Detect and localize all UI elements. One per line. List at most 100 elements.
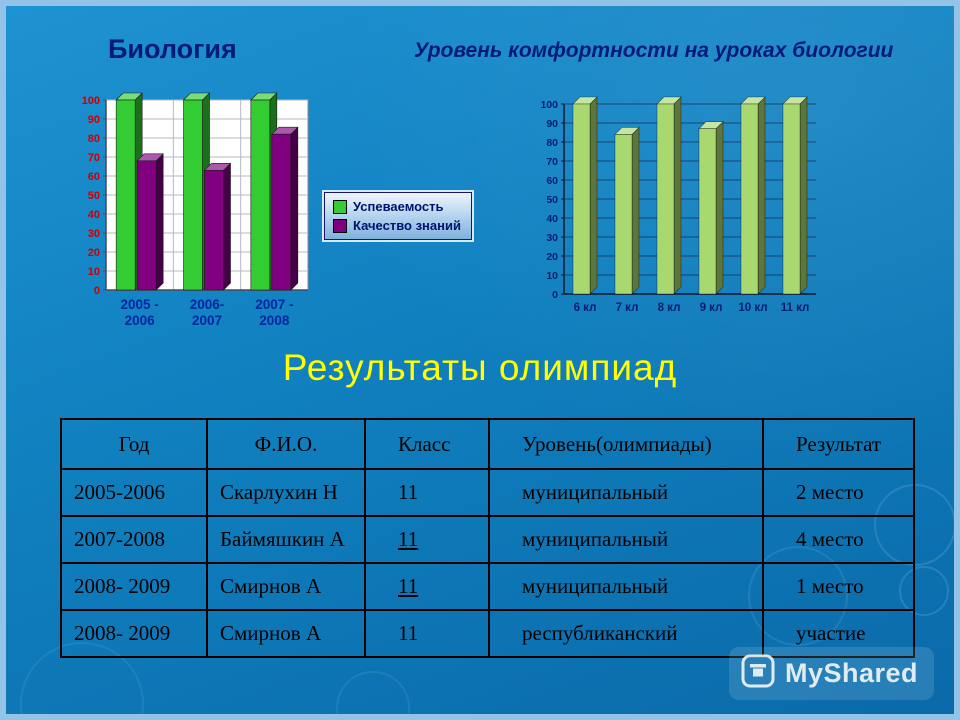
x-category-label: 6 кл (574, 302, 597, 314)
table-cell: 2008- 2009 (60, 562, 208, 611)
bar (115, 99, 136, 291)
table-header-cell: Год (60, 418, 208, 470)
table-head: Год Ф.И.О. Класс Уровень(олимпиады) Результа… (60, 418, 915, 470)
table-cell: Смирнов А (206, 562, 366, 611)
x-category-label: 2008 (259, 313, 290, 328)
x-category-label: 2007 - (255, 297, 293, 312)
x-category-label: 2006- (190, 297, 225, 312)
slide-subtitle: Уровень комфортности на уроках биологии (414, 39, 894, 62)
table-row: 2008- 2009 Смирнов А 11 муниципальный 1 мест… (60, 562, 915, 611)
y-tick-label: 60 (88, 171, 100, 183)
x-category-label: 2007 (192, 313, 222, 328)
bar (250, 99, 271, 291)
legend-item-performance: Успеваемость (333, 199, 463, 214)
table-body: 2005-2006 Скарлухин Н 11 муниципальный 2 мес… (60, 468, 915, 658)
bar-side (673, 96, 682, 295)
bar (572, 103, 591, 295)
legend-item-quality: Качество знаний (333, 218, 463, 233)
table-header-row: Год Ф.И.О. Класс Уровень(олимпиады) Результа… (60, 418, 915, 470)
myshared-logo-text: MyShared (784, 658, 918, 688)
table-cell: муниципальный (488, 515, 764, 564)
bar-side (589, 96, 598, 295)
y-tick-label: 30 (88, 228, 100, 240)
bar-side (631, 126, 640, 295)
bar (183, 99, 203, 291)
legend-swatch-purple (333, 218, 347, 233)
bar-side (715, 120, 724, 295)
myshared-logo-icon (741, 654, 775, 693)
table-cell: 11 (364, 562, 490, 611)
table-header-cell: Уровень(олимпиады) (488, 418, 764, 470)
y-tick-label: 80 (546, 137, 558, 149)
x-category-label: 10 кл (738, 302, 767, 314)
x-category-label: 2006 (125, 313, 156, 328)
table-cell: 11 (364, 515, 490, 564)
y-tick-label: 100 (540, 99, 558, 111)
x-category-label: 8 кл (658, 302, 681, 314)
y-tick-label: 50 (88, 190, 100, 202)
chart-legend: Успеваемость Качество знаний (322, 190, 474, 242)
legend-label-quality: Качество знаний (353, 218, 461, 233)
y-tick-label: 70 (88, 152, 100, 164)
table-row: 2008- 2009 Смирнов А 11 республиканский учас… (60, 609, 915, 658)
bar (782, 103, 801, 295)
table-header-cell: Класс (364, 418, 490, 470)
y-tick-label: 90 (88, 114, 100, 126)
bar-side (223, 162, 231, 291)
y-tick-label: 70 (546, 156, 558, 168)
bar (204, 170, 224, 291)
y-tick-label: 30 (546, 232, 558, 244)
y-tick-label: 10 (546, 270, 558, 282)
table-cell: 2005-2006 (60, 468, 208, 517)
y-tick-label: 40 (546, 213, 558, 225)
table-cell: 11 (364, 609, 490, 658)
table-header-cell: Результат (762, 418, 915, 470)
table-cell: 1 место (762, 562, 915, 611)
legend-swatch-green (333, 199, 347, 214)
y-tick-label: 0 (94, 285, 100, 297)
bar-side (757, 96, 766, 295)
bar (614, 134, 633, 295)
table-cell: 11 (364, 468, 490, 517)
bar-side (799, 96, 808, 295)
table-row: 2007-2008 Баймяшкин А 11 муниципальный 4 мес… (60, 515, 915, 564)
y-tick-label: 100 (82, 95, 100, 107)
table-cell: 2 место (762, 468, 915, 517)
table-cell: Смирнов А (206, 609, 366, 658)
bar-side (155, 153, 164, 291)
bar (698, 128, 717, 295)
y-tick-label: 60 (546, 175, 558, 187)
decorative-circle (336, 671, 410, 714)
bar (271, 133, 292, 291)
section-title: Результаты олимпиад (282, 347, 678, 388)
y-tick-label: 20 (546, 251, 558, 263)
slide-title: Биология (108, 34, 237, 64)
table-cell: 4 место (762, 515, 915, 564)
y-tick-label: 0 (552, 289, 558, 301)
table-cell: муниципальный (488, 468, 764, 517)
table-cell: участие (762, 609, 915, 658)
y-tick-label: 80 (88, 133, 100, 145)
table-cell: республиканский (488, 609, 764, 658)
bar (656, 103, 675, 295)
table-header-cell: Ф.И.О. (206, 418, 366, 470)
bar-side (290, 126, 299, 291)
x-category-label: 2005 - (121, 297, 159, 312)
y-tick-label: 40 (88, 209, 100, 221)
table-row: 2005-2006 Скарлухин Н 11 муниципальный 2 мес… (60, 468, 915, 517)
myshared-watermark: MyShared (728, 647, 934, 700)
y-tick-label: 10 (88, 266, 100, 278)
table-cell: 2008- 2009 (60, 609, 208, 658)
comfort-level-chart: 0 10 20 30 40 50 60 70 80 90 100 6 кл 7 кл 8 кл 9 кл 10… (540, 96, 816, 314)
table-cell: Баймяшкин А (206, 515, 366, 564)
legend-label-performance: Успеваемость (353, 199, 444, 214)
table-cell: 2007-2008 (60, 515, 208, 564)
y-tick-label: 90 (546, 118, 558, 130)
y-tick-label: 50 (546, 194, 558, 206)
x-category-label: 7 кл (616, 302, 639, 314)
x-category-label: 9 кл (700, 302, 723, 314)
bar (740, 103, 759, 295)
x-category-label: 11 кл (781, 302, 810, 314)
